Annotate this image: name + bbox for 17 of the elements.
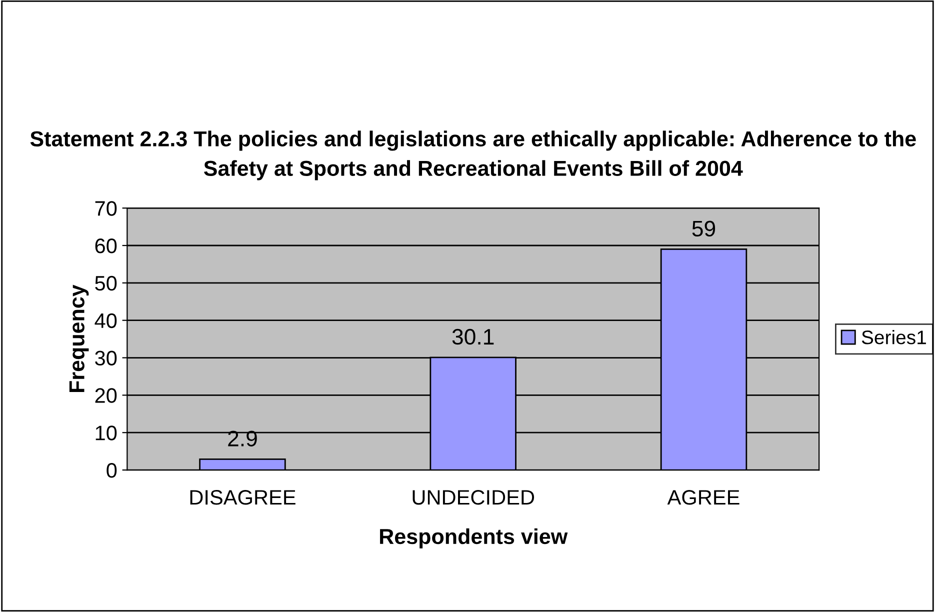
x-axis-title: Respondents view [380,528,568,548]
y-axis-title: Frequency [69,284,89,392]
chart-title: Statement 2.2.3 The policies and legislations are ethically applicable: Adherence to the Safety at Sports and Recreational Events Bill of 2004 [30,130,916,180]
y-tick-label: 20 [95,388,117,403]
x-tick-label: DISAGREE [190,490,296,505]
y-tick-label: 10 [96,426,117,440]
y-tick-label: 30 [95,350,117,366]
data-label: 59 [692,220,716,237]
x-tick-label: AGREE [667,490,740,505]
y-tick-label: 70 [95,201,117,216]
data-label: 30.1 [452,328,494,345]
legend-label: Series1 [862,330,926,344]
x-tick-label: UNDECIDED [412,490,534,505]
y-tick-label: 40 [94,313,117,328]
y-tick-label: 50 [95,276,117,291]
y-tick-label: 0 [106,463,117,478]
y-tick-label: 60 [95,238,117,254]
